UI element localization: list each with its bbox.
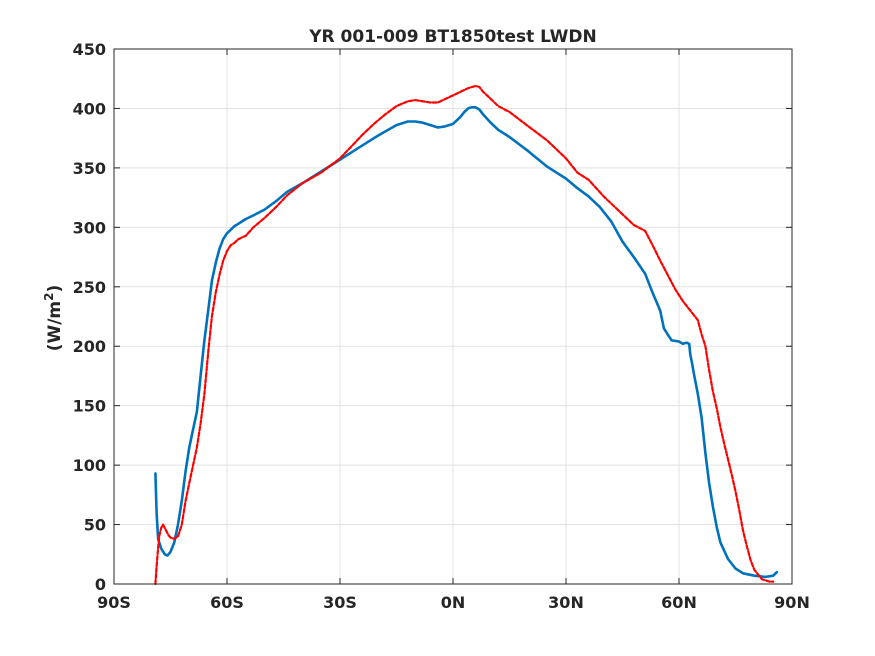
y-tick-label: 0 [95, 575, 106, 594]
chart-title: YR 001-009 BT1850test LWDN [308, 27, 597, 47]
y-tick-label: 350 [73, 159, 106, 178]
x-tick-labels: 90S 60S 30S 0N 30N 60N 90N [97, 593, 810, 612]
grid-lines [114, 49, 792, 584]
y-tick-label: 300 [73, 218, 106, 237]
y-axis-label-superscript: 2 [42, 292, 56, 300]
series-line-red [154, 84, 775, 586]
y-tick-label: 150 [73, 397, 106, 416]
y-tick-label: 450 [73, 40, 106, 59]
x-tick-label: 30S [323, 593, 357, 612]
y-axis-label-close: ) [45, 285, 65, 293]
x-tick-label: 60S [210, 593, 244, 612]
x-tick-label: 90N [774, 593, 810, 612]
y-tick-label: 100 [73, 456, 106, 475]
y-tick-labels: 0 50 100 150 200 250 300 350 400 450 [73, 40, 106, 594]
x-tick-label: 90S [97, 593, 131, 612]
x-tick-label: 60N [661, 593, 697, 612]
series-layer [154, 84, 779, 586]
y-tick-label: 250 [73, 278, 106, 297]
y-tick-label: 200 [73, 337, 106, 356]
x-tick-label: 0N [441, 593, 466, 612]
y-axis-label: (W/m2) [42, 285, 65, 352]
tick-marks [113, 48, 793, 585]
y-tick-label: 400 [73, 99, 106, 118]
y-axis-label-base: (W/m [45, 301, 65, 351]
y-tick-label: 50 [84, 516, 106, 535]
series-line-blue [154, 106, 779, 579]
x-tick-label: 30N [548, 593, 584, 612]
